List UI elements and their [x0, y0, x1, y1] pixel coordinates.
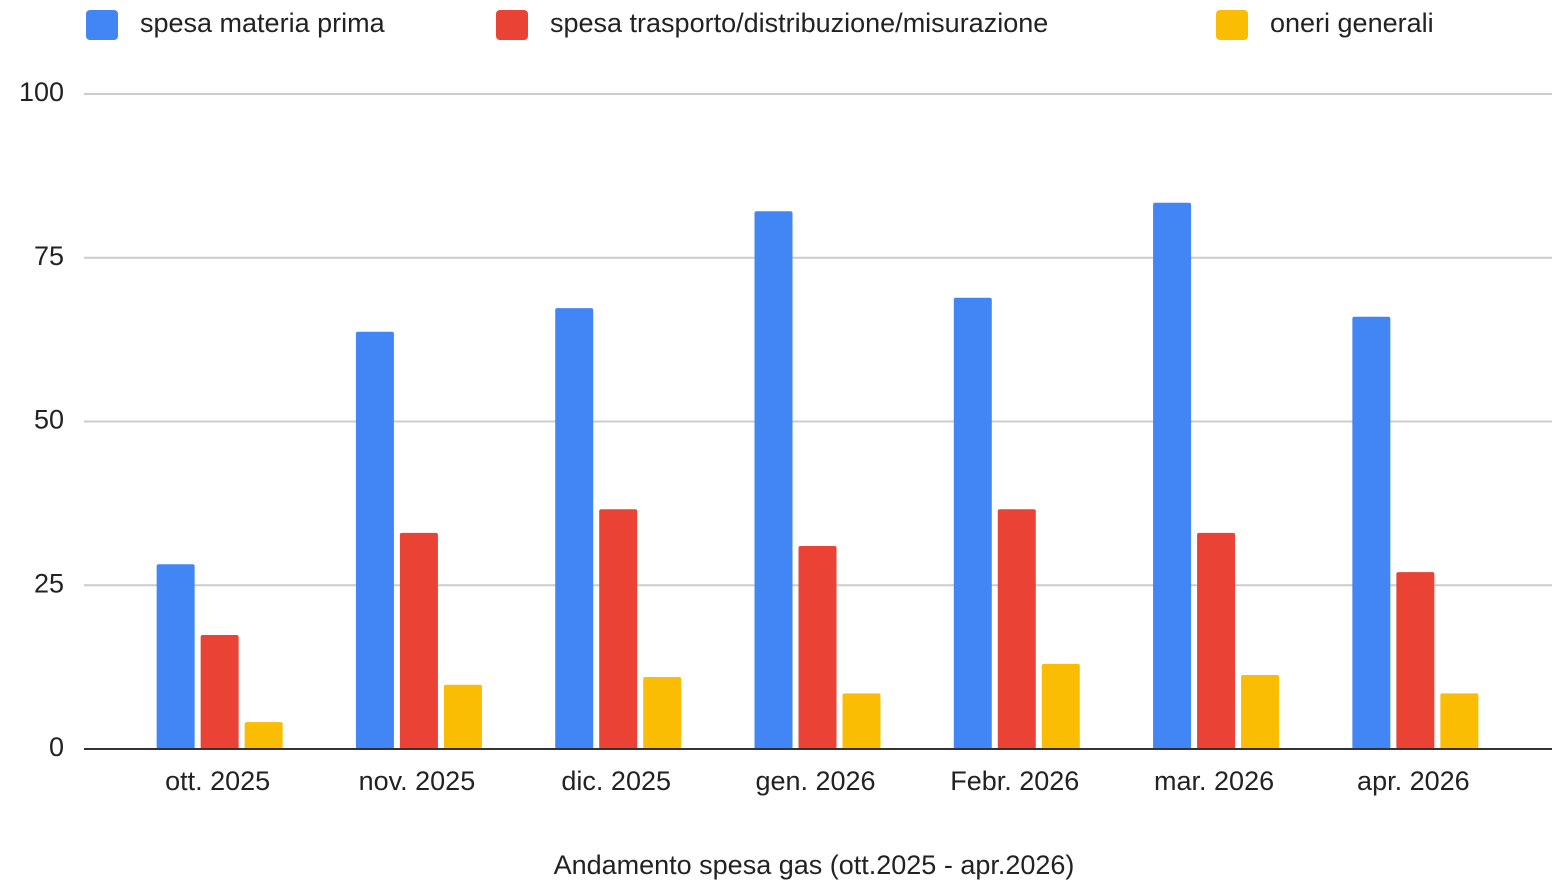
legend-label: oneri generali [1270, 8, 1434, 38]
legend-swatch [1216, 10, 1248, 40]
bar [1241, 674, 1280, 749]
bar [798, 545, 837, 749]
bar [555, 308, 594, 749]
x-tick-label: mar. 2026 [1154, 766, 1274, 796]
bar [1041, 663, 1080, 749]
y-tick-label: 100 [19, 77, 64, 107]
y-tick-label: 25 [34, 568, 64, 598]
x-axis-title: Andamento spesa gas (ott.2025 - apr.2026… [554, 850, 1075, 880]
x-tick-label: apr. 2026 [1357, 766, 1470, 796]
bar [1396, 572, 1435, 749]
legend-swatch [496, 10, 528, 40]
bar [1352, 316, 1391, 749]
bar [443, 684, 482, 749]
y-tick-label: 0 [49, 732, 64, 762]
x-tick-label: ott. 2025 [165, 766, 270, 796]
bar [399, 532, 438, 749]
legend-label: spesa trasporto/distribuzione/misurazion… [550, 8, 1048, 38]
bar [599, 509, 638, 749]
bar [754, 211, 793, 749]
bar [244, 722, 283, 749]
bar [200, 635, 239, 749]
x-tick-label: nov. 2025 [359, 766, 476, 796]
bar [1440, 693, 1479, 749]
bar [355, 331, 394, 749]
bar [156, 564, 195, 749]
bar [1197, 532, 1236, 749]
y-tick-label: 75 [34, 241, 64, 271]
bar [953, 297, 992, 749]
bar [842, 693, 881, 749]
x-tick-label: gen. 2026 [755, 766, 875, 796]
x-tick-label: Febr. 2026 [950, 766, 1079, 796]
legend-label: spesa materia prima [140, 8, 386, 38]
legend-swatch [86, 10, 118, 40]
bar [643, 676, 682, 749]
x-tick-label: dic. 2025 [561, 766, 671, 796]
bar [997, 509, 1036, 749]
y-tick-label: 50 [34, 405, 64, 435]
bar [1153, 202, 1192, 750]
